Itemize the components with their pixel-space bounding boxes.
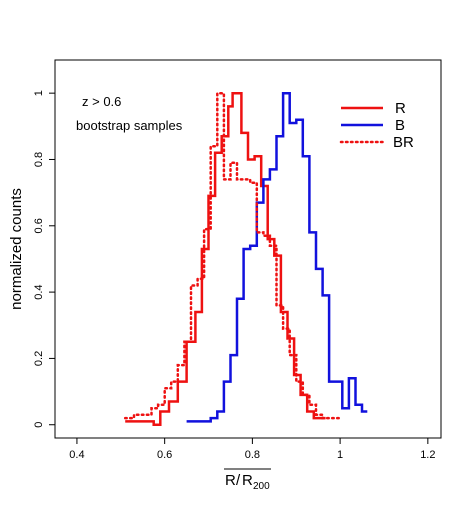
series-b-histogram xyxy=(186,91,368,423)
legend-label-r: R xyxy=(395,100,406,117)
annotation-redshift: z > 0.6 xyxy=(82,94,121,109)
y-tick-label: 0 xyxy=(33,422,45,428)
legend-label-br: BR xyxy=(393,134,414,151)
x-tick-label: 0.4 xyxy=(69,449,84,461)
y-axis-title: normalized counts xyxy=(8,188,25,310)
x-tick-label: 0.6 xyxy=(157,449,172,461)
x-axis-title-slash: / xyxy=(236,472,241,489)
x-axis-title-numerator: R xyxy=(225,472,236,489)
legend: R B BR xyxy=(339,100,414,151)
y-tick-label: 0.6 xyxy=(33,218,45,233)
series-r-histogram xyxy=(125,91,326,426)
legend-label-b: B xyxy=(395,117,405,134)
y-tick-label: 0.4 xyxy=(33,284,45,299)
x-tick-label: 1.2 xyxy=(420,449,435,461)
series-br-histogram xyxy=(123,91,343,420)
tick-layer: 0.4 0.6 0.8 1 1.2 0 0.2 0.4 0.6 0.8 1 xyxy=(33,90,435,461)
x-tick-label: 1 xyxy=(337,449,343,461)
y-tick-label: 0.8 xyxy=(33,152,45,167)
plot-frame xyxy=(54,59,442,439)
x-axis-title-subscript: 200 xyxy=(253,481,270,492)
series-layer xyxy=(123,91,368,426)
x-axis-title-denominator: R xyxy=(242,472,253,489)
annotation-bootstrap: bootstrap samples xyxy=(76,118,183,133)
y-tick-label: 1 xyxy=(33,90,45,96)
x-axis-title: R / R 200 xyxy=(224,468,271,492)
x-tick-label: 0.8 xyxy=(245,449,260,461)
y-tick-label: 0.2 xyxy=(33,351,45,366)
